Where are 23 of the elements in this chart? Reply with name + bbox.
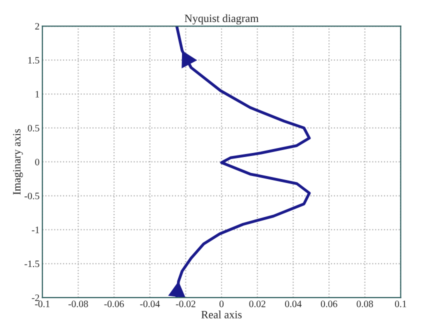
x-tick-label: 0.1 (394, 300, 406, 308)
x-tick-label: -0.08 (68, 300, 88, 308)
y-axis-title: Imaginary axis (13, 129, 23, 195)
x-tick-label: -0.1 (35, 300, 50, 308)
y-tick-label: -1.5 (24, 260, 40, 268)
x-tick-label: 0.06 (320, 300, 338, 308)
x-axis-title: Real axis (201, 310, 242, 318)
y-tick-label: 1 (36, 90, 40, 98)
y-tick-label: -2 (32, 294, 40, 301)
x-tick-label: 0 (219, 300, 224, 308)
y-tick-label: -0.5 (24, 192, 40, 200)
x-tick-label: -0.06 (104, 300, 124, 308)
y-tick-label: 0.5 (28, 124, 40, 132)
y-tick-label: 1.5 (28, 57, 40, 64)
x-tick-label: -0.02 (176, 300, 196, 308)
x-tick-label: -0.04 (140, 300, 160, 308)
y-tick-label: -1 (32, 226, 40, 234)
x-tick-label: 0.08 (356, 300, 373, 308)
x-tick-label: 0.02 (249, 300, 266, 308)
chart-title: Nyquist diagram (184, 14, 259, 24)
x-tick-label: 0.04 (285, 300, 302, 308)
y-tick-label: 0 (35, 158, 40, 166)
y-tick-label: 2 (35, 23, 40, 30)
